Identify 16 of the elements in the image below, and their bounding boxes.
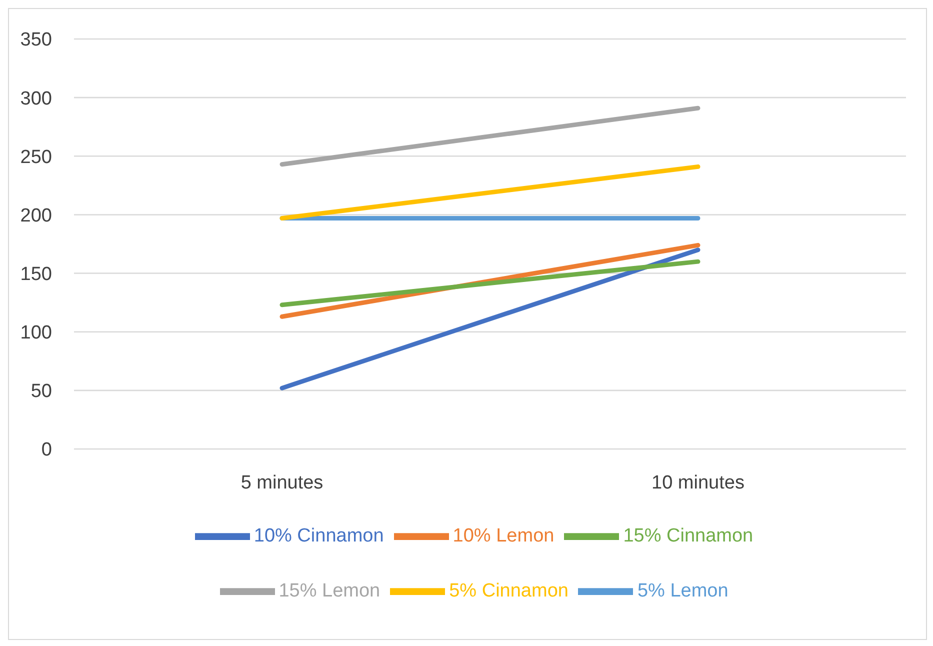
y-tick-label: 300 — [20, 88, 52, 110]
x-tick-label: 10 minutes — [652, 472, 744, 494]
y-tick-label: 50 — [30, 381, 52, 402]
legend-label: 15% Lemon — [278, 580, 380, 602]
y-tick-label: 350 — [20, 30, 52, 51]
legend-label: 10% Cinnamon — [254, 526, 384, 547]
y-tick-label: 150 — [20, 264, 52, 286]
y-tick-label: 0 — [41, 440, 52, 461]
legend-label: 5% Lemon — [637, 580, 728, 602]
legend-label: 15% Cinnamon — [623, 526, 754, 547]
legend-label: 10% Lemon — [452, 526, 554, 547]
x-tick-label: 5 minutes — [240, 472, 324, 494]
y-tick-label: 100 — [20, 322, 52, 344]
y-tick-label: 250 — [20, 146, 52, 168]
legend-label: 5% Cinnamon — [449, 580, 568, 602]
y-tick-label: 200 — [20, 205, 52, 226]
